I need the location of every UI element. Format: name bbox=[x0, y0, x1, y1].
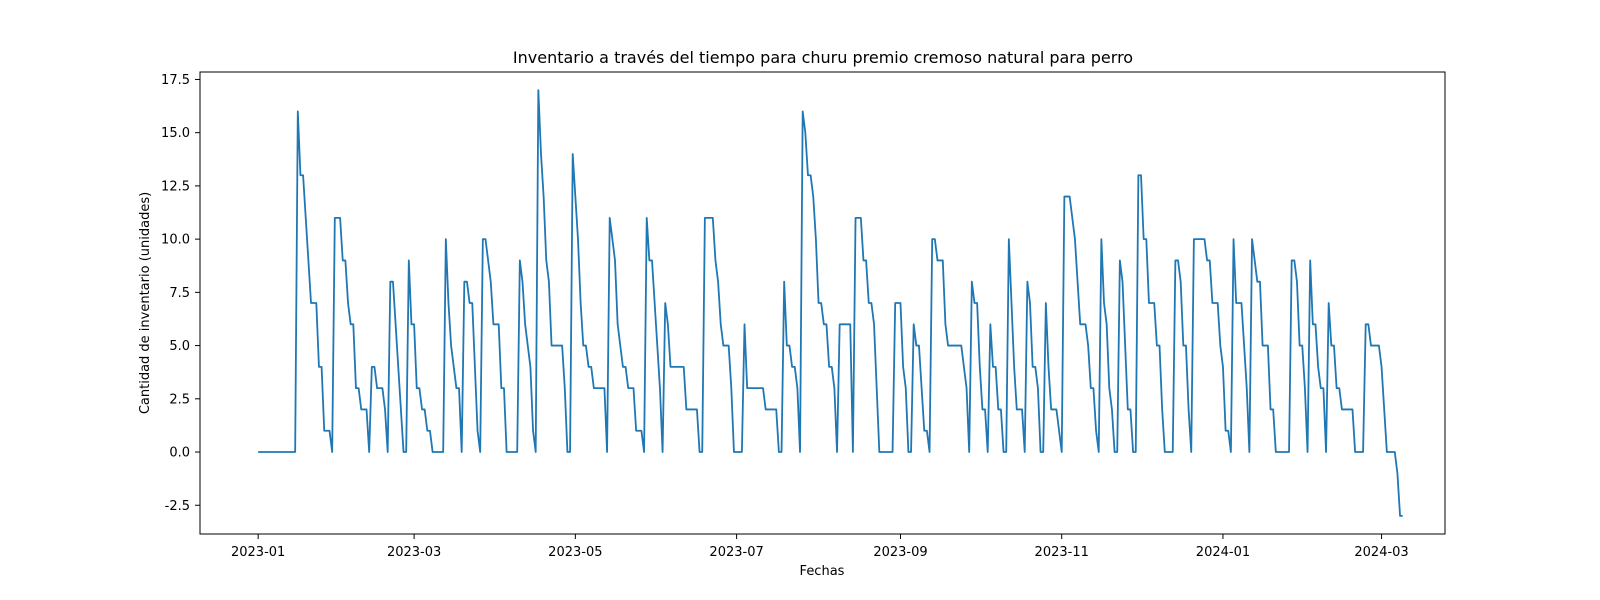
x-tick-label: 2023-05 bbox=[548, 545, 602, 560]
y-tick-label: -2.5 bbox=[165, 499, 190, 514]
plot-frame bbox=[199, 71, 1446, 535]
series-line-0 bbox=[258, 89, 1403, 517]
x-tick-label: 2023-03 bbox=[387, 545, 441, 560]
x-tick-label: 2024-01 bbox=[1196, 545, 1250, 560]
y-axis: -2.5 0.0 2.5 5.0 7.5 10.0 12.5 15.0 17.5 bbox=[161, 73, 200, 514]
x-tick-label: 2024-03 bbox=[1354, 545, 1408, 560]
chart-title: Inventario a través del tiempo para chur… bbox=[513, 48, 1133, 67]
x-tick-label: 2023-09 bbox=[873, 545, 927, 560]
x-axis: 2023-01 2023-03 2023-05 2023-07 2023-09 2023-… bbox=[231, 534, 1409, 560]
y-tick-label: 5.0 bbox=[169, 339, 190, 354]
y-tick-label: 7.5 bbox=[169, 286, 190, 301]
x-axis-label: Fechas bbox=[800, 564, 845, 579]
y-tick-label: 10.0 bbox=[161, 233, 190, 248]
x-tick-label: 2023-01 bbox=[231, 545, 285, 560]
x-tick-label: 2023-11 bbox=[1035, 545, 1089, 560]
y-tick-label: 17.5 bbox=[161, 73, 190, 88]
y-tick-label: 2.5 bbox=[169, 392, 190, 407]
x-tick-label: 2023-07 bbox=[709, 545, 763, 560]
y-tick-label: 15.0 bbox=[161, 126, 190, 141]
series-layer bbox=[258, 89, 1403, 517]
y-axis-label: Cantidad de inventario (unidades) bbox=[138, 192, 153, 414]
y-tick-label: 0.0 bbox=[169, 446, 190, 461]
y-tick-label: 12.5 bbox=[161, 179, 190, 194]
